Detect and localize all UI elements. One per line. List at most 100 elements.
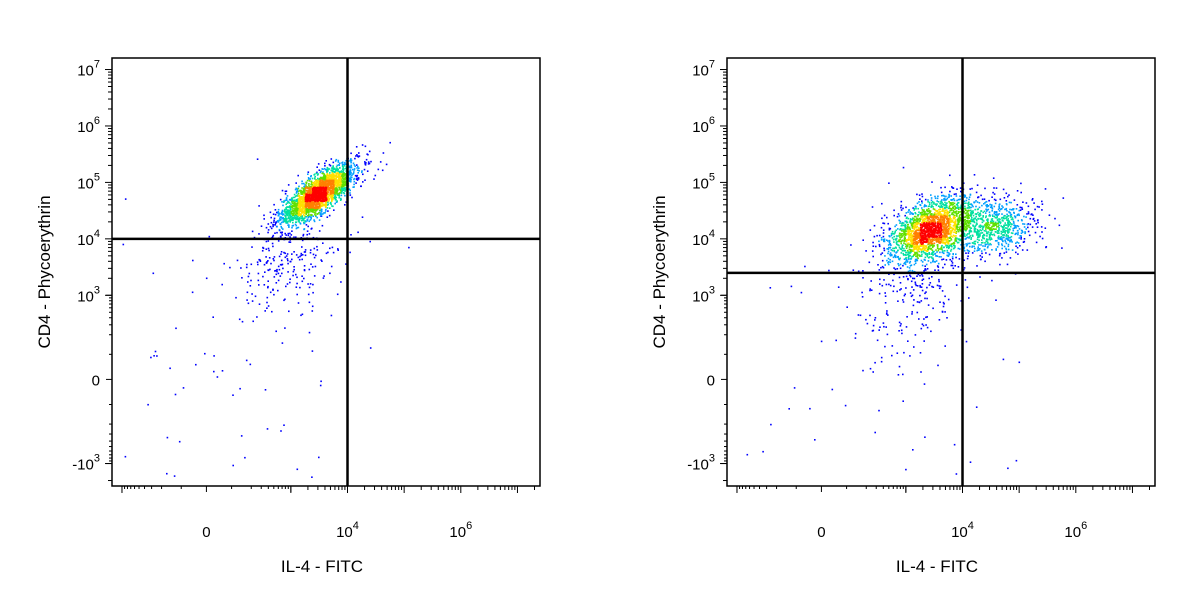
event-dot [909, 292, 912, 294]
event-dot [1041, 209, 1043, 211]
y-tick-label: -103 [72, 453, 100, 474]
event-dot [1005, 242, 1008, 245]
event-dot [981, 256, 983, 258]
event-dot [324, 176, 326, 178]
event-dot [339, 166, 341, 169]
event-dot [285, 190, 288, 192]
event-dot [899, 238, 901, 240]
event-dot [1017, 230, 1019, 232]
event-dot [334, 192, 336, 194]
event-dot [349, 192, 351, 194]
event-dot [943, 303, 945, 305]
event-dot [951, 213, 954, 215]
event-dot [924, 265, 926, 267]
event-dot [311, 310, 314, 312]
event-dot [337, 249, 339, 251]
event-dot [928, 277, 930, 280]
event-dot [928, 257, 930, 259]
event-dot [924, 268, 927, 270]
event-dot [888, 228, 891, 231]
event-dot [1001, 247, 1003, 250]
event-dot [950, 250, 952, 252]
event-dot [321, 191, 323, 193]
event-dot [924, 259, 926, 261]
event-dot [888, 246, 890, 249]
event-dot [992, 177, 995, 179]
event-dot [343, 179, 345, 182]
event-dot [256, 261, 259, 263]
event-dot [349, 194, 352, 196]
event-dot [887, 314, 889, 316]
event-dot [959, 216, 962, 219]
event-dot [907, 211, 909, 213]
event-dot [276, 220, 279, 223]
event-dot [992, 228, 995, 230]
event-dot [939, 206, 942, 208]
event-dot [267, 286, 269, 289]
event-dot [976, 228, 979, 231]
event-dot [1013, 212, 1015, 214]
event-dot [289, 236, 291, 238]
event-dot [899, 228, 901, 231]
event-dot [904, 243, 907, 245]
event-dot [370, 160, 372, 163]
event-dot [307, 211, 310, 214]
event-dot [998, 203, 1001, 205]
event-dot [980, 258, 982, 261]
event-dot [1010, 213, 1013, 216]
event-dot [306, 187, 309, 190]
event-dot [324, 191, 327, 193]
event-dot [995, 211, 998, 213]
event-dot [900, 200, 903, 203]
event-dot [295, 199, 298, 201]
event-dot [307, 207, 310, 209]
event-dot [963, 259, 965, 261]
event-dot [904, 232, 906, 235]
event-dot [311, 227, 313, 230]
x-tick-label: 104 [336, 520, 359, 541]
event-dot [309, 197, 312, 199]
event-dot [279, 217, 281, 220]
event-dot [281, 201, 283, 203]
event-dot [284, 212, 287, 214]
event-dot [880, 356, 883, 359]
event-dot [910, 295, 913, 298]
event-dot [310, 192, 313, 195]
event-dot [910, 280, 913, 283]
event-dot [320, 177, 323, 180]
event-dot [303, 277, 305, 280]
event-dot [978, 213, 981, 215]
event-dot [309, 178, 312, 180]
event-dot [973, 228, 976, 230]
event-dot [956, 215, 958, 217]
event-dot [897, 263, 899, 265]
event-dot [902, 254, 905, 256]
event-dot [293, 268, 295, 271]
event-dot [770, 423, 772, 426]
event-dot [903, 242, 905, 244]
event-dot [326, 178, 328, 180]
event-dot [286, 202, 288, 204]
event-dot [994, 222, 996, 225]
event-dot [975, 213, 978, 216]
event-dot [337, 173, 340, 176]
event-dot [948, 200, 950, 203]
event-dot [293, 266, 295, 268]
event-dot [358, 167, 360, 170]
event-dot [313, 192, 315, 194]
event-dot [282, 228, 284, 230]
event-dot [1017, 219, 1019, 222]
event-dot [970, 238, 972, 240]
event-dot [295, 187, 297, 190]
event-dot [927, 304, 930, 306]
right-plot-events [746, 166, 1065, 475]
event-dot [996, 240, 998, 242]
event-dot [1009, 240, 1011, 242]
event-dot [1031, 199, 1034, 201]
event-dot [981, 204, 983, 207]
event-dot [897, 374, 900, 376]
event-dot [326, 176, 328, 179]
event-dot [341, 163, 344, 166]
event-dot [315, 215, 317, 218]
event-dot [920, 286, 923, 288]
